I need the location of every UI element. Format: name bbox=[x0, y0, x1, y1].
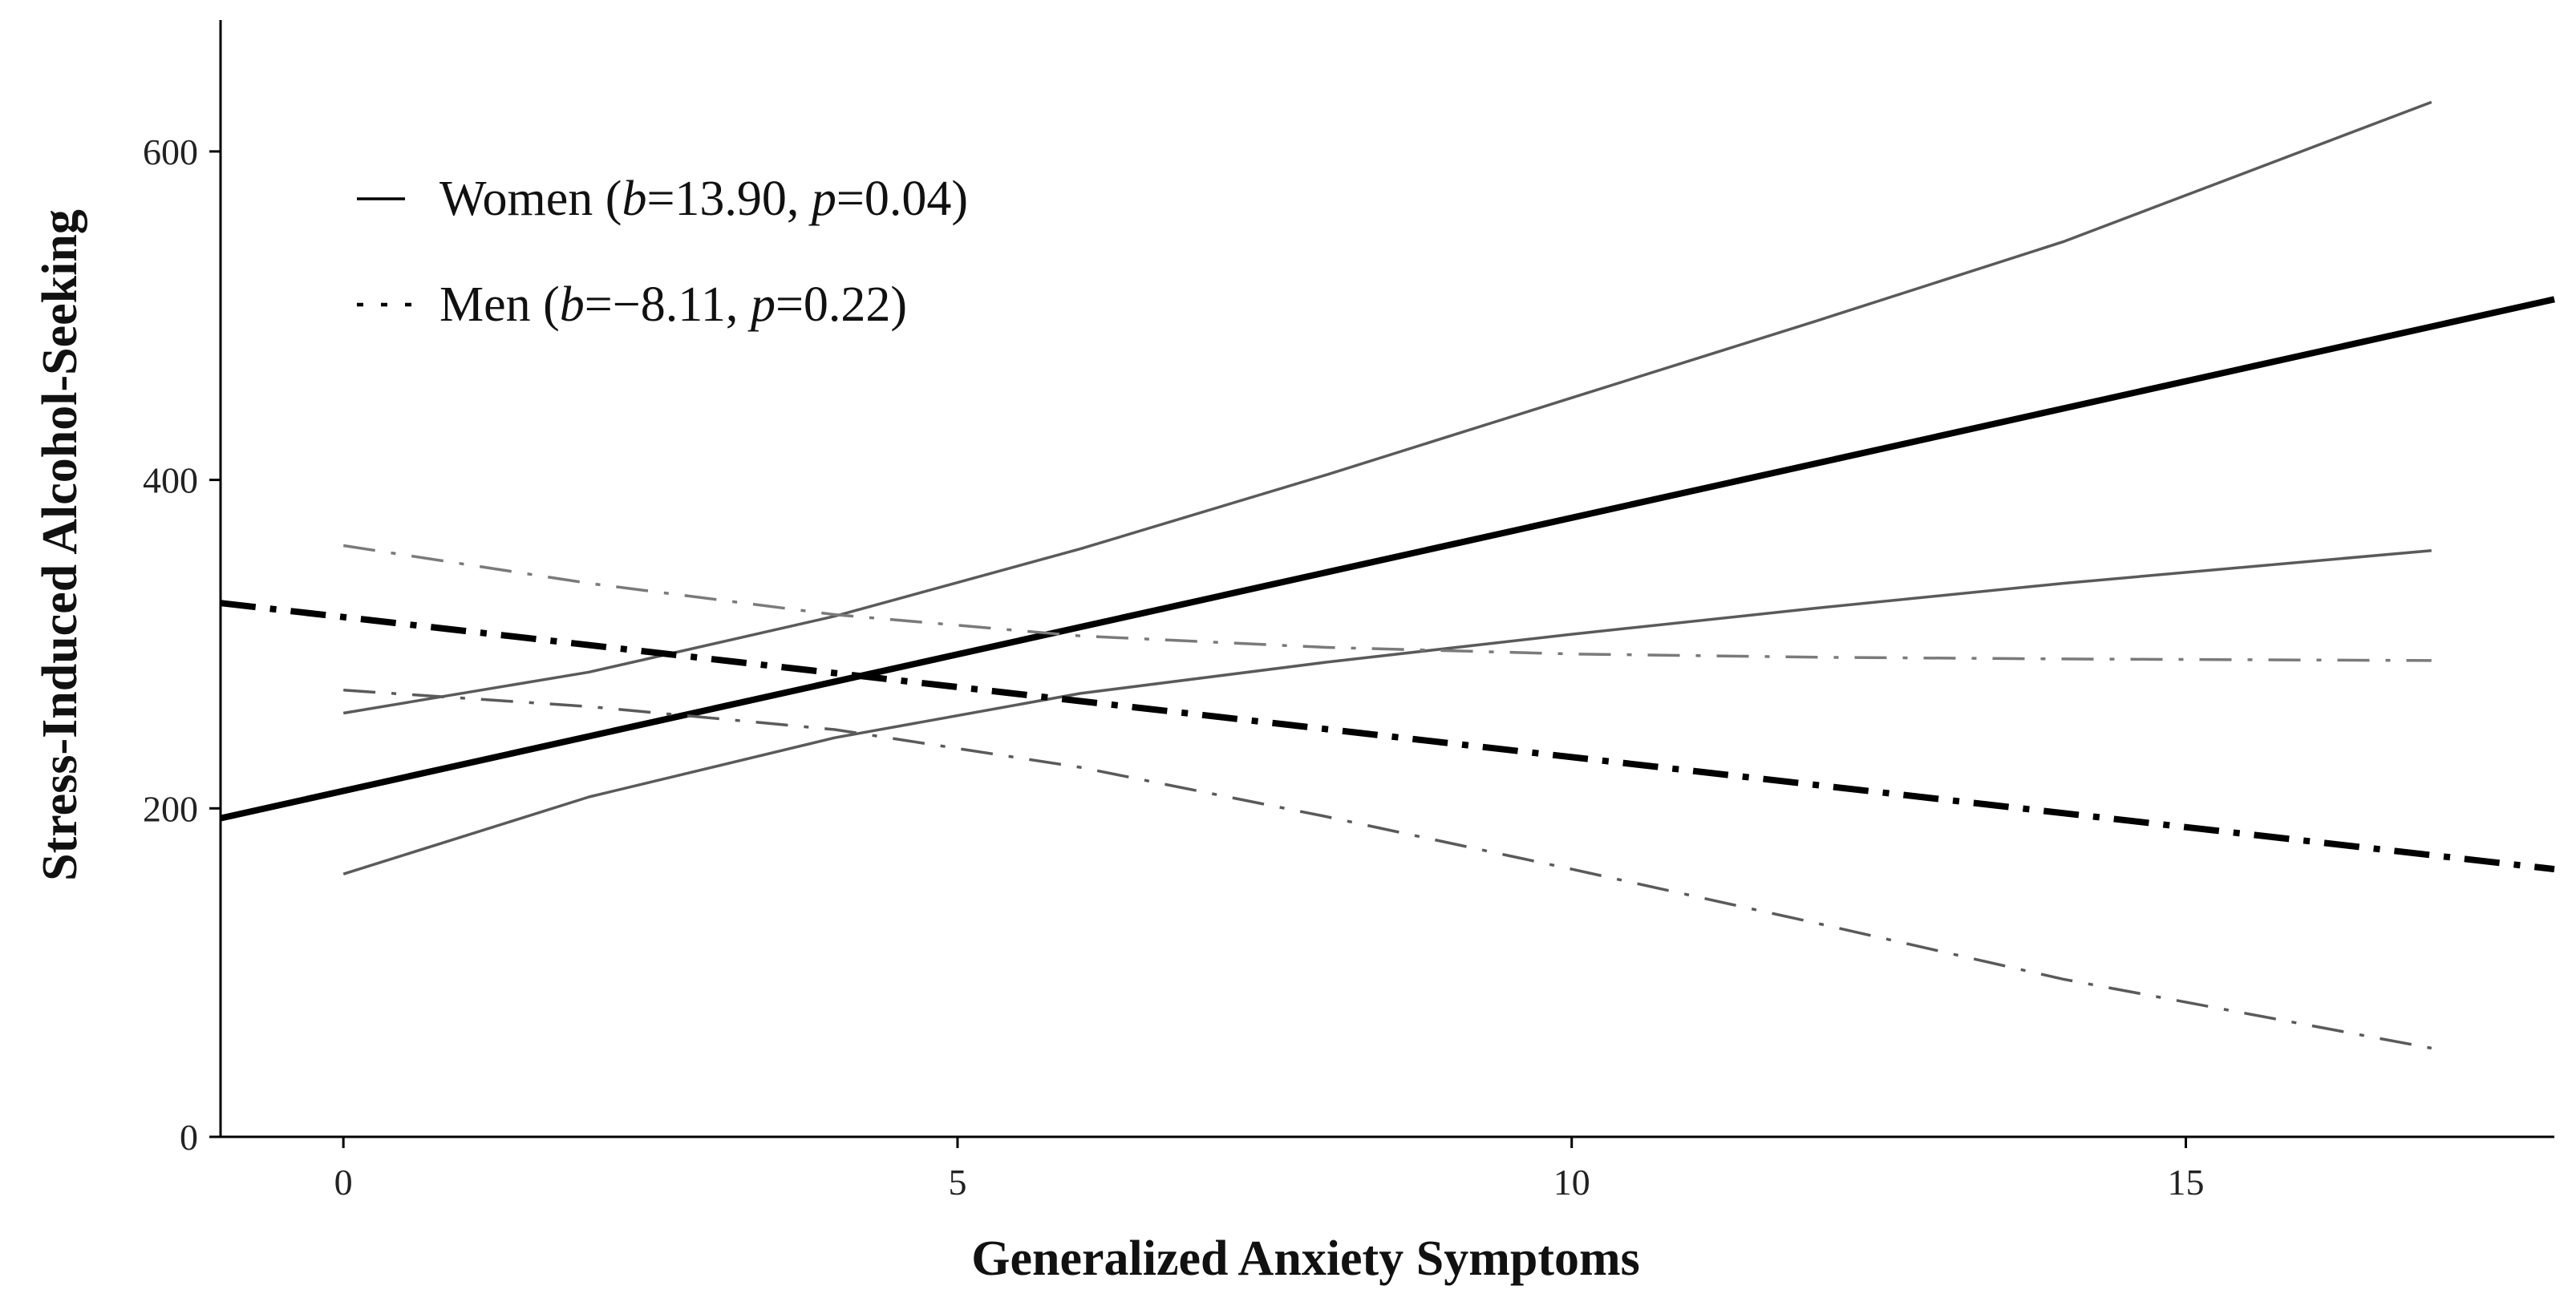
series-line-men bbox=[220, 600, 2555, 873]
x-tick-label: 10 bbox=[1553, 1162, 1590, 1203]
legend-text-part: b bbox=[622, 172, 646, 226]
legend-text-part: =−8.11, bbox=[585, 277, 751, 332]
legend-text-part: =0.22) bbox=[776, 277, 907, 332]
legend-label-women: Women (b=13.90, p=0.04) bbox=[439, 172, 968, 226]
legend-text-part: Women ( bbox=[439, 172, 622, 226]
legend: Women (b=13.90, p=0.04)Men (b=−8.11, p=0… bbox=[357, 172, 968, 332]
legend-text-part: Men ( bbox=[439, 277, 560, 332]
series-line-men-lower-95-ci bbox=[343, 689, 2432, 1050]
legend-label-men: Men (b=−8.11, p=0.22) bbox=[439, 277, 907, 332]
x-axis-title: Generalized Anxiety Symptoms bbox=[971, 1231, 1640, 1286]
y-tick-label: 200 bbox=[143, 788, 198, 829]
x-tick-label: 15 bbox=[2168, 1162, 2205, 1203]
x-tick-label: 0 bbox=[334, 1162, 353, 1203]
legend-text-part: =13.90, bbox=[646, 172, 811, 226]
axes: 0 5 10 15 0 200 400 600 bbox=[143, 20, 2554, 1203]
legend-text-part: =0.04) bbox=[836, 172, 968, 226]
y-tick-label: 400 bbox=[143, 460, 198, 501]
legend-text-part: b bbox=[560, 277, 585, 332]
series-line-men-upper-95-ci bbox=[342, 544, 2432, 662]
series-line-women bbox=[220, 296, 2555, 822]
series-line-women-lower-95-ci bbox=[342, 548, 2432, 875]
y-tick-label: 600 bbox=[143, 131, 198, 172]
y-axis-title: Stress-Induced Alcohol-Seeking bbox=[33, 209, 87, 881]
y-tick-label: 0 bbox=[180, 1117, 198, 1158]
plot-area-series bbox=[220, 100, 2555, 1050]
x-tick-label: 5 bbox=[948, 1162, 966, 1203]
legend-text-part: p bbox=[808, 172, 836, 226]
legend-text-part: p bbox=[747, 277, 776, 332]
